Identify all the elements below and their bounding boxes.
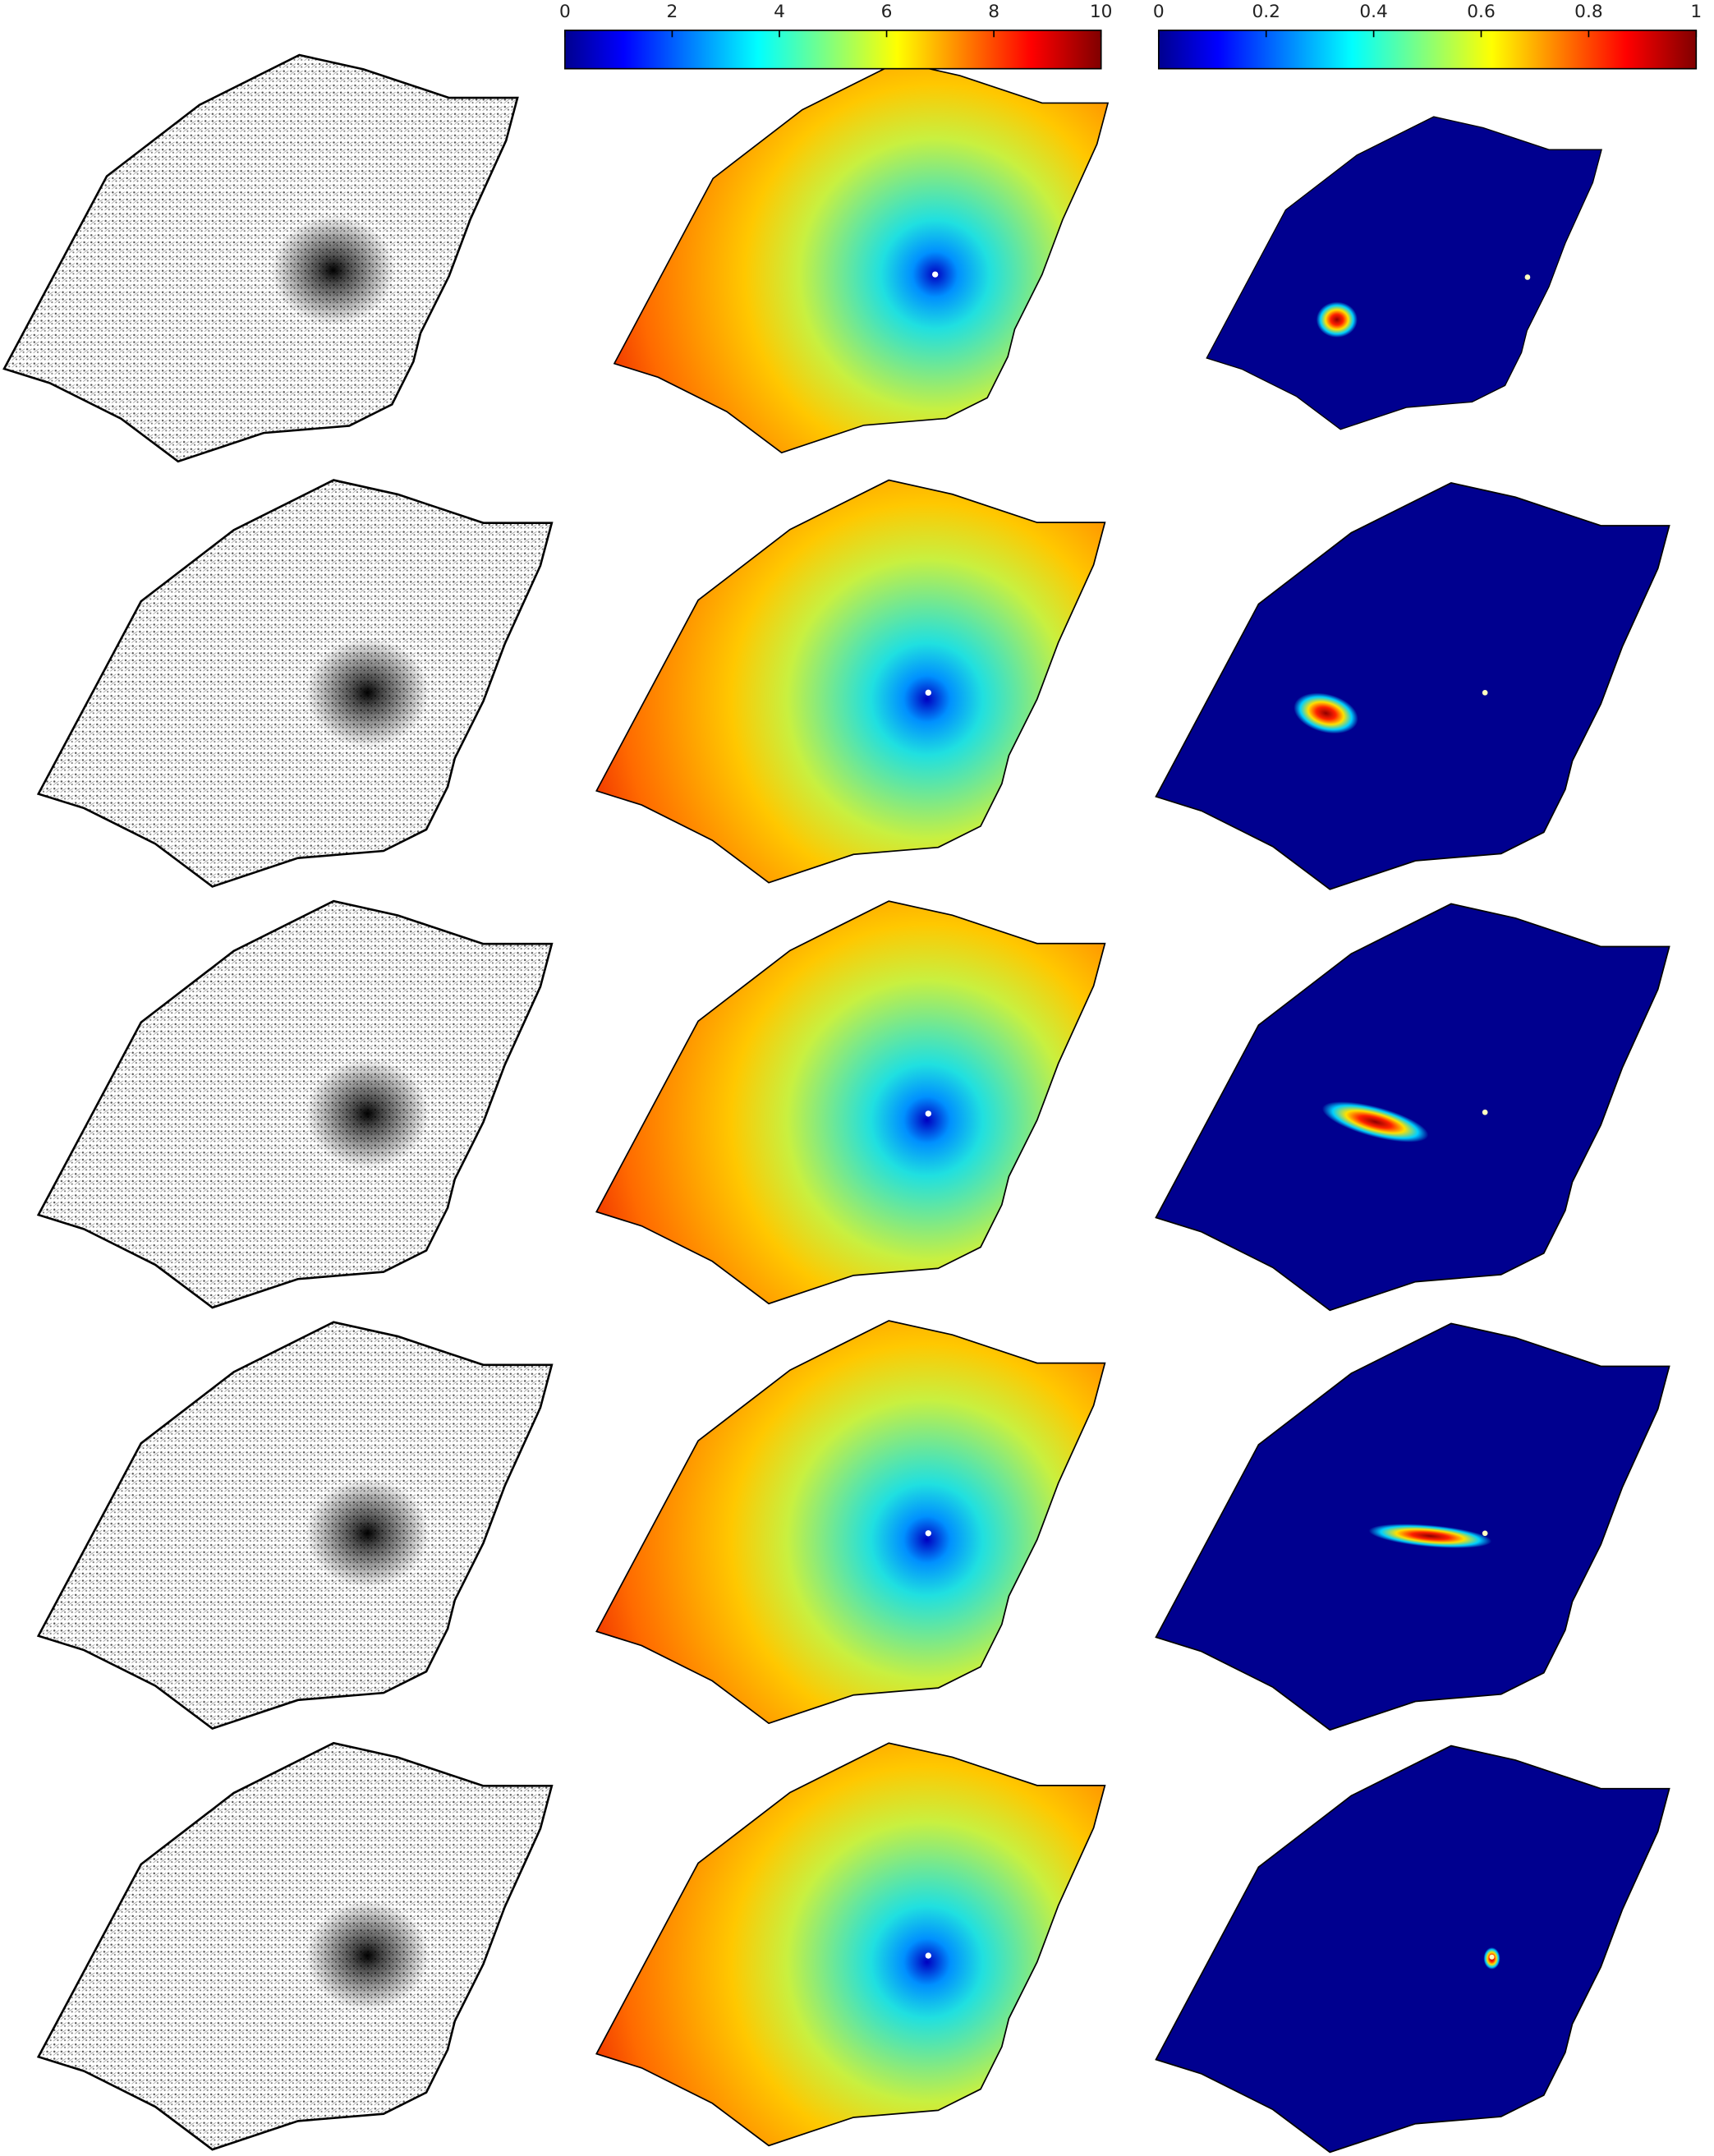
colorbar — [564, 30, 1102, 70]
mesh-panel — [37, 1321, 554, 1730]
source-point — [925, 1952, 931, 1959]
probability-blob — [1316, 301, 1358, 338]
source-point — [925, 1110, 931, 1117]
colorbar-tick-label: 10 — [1090, 2, 1113, 22]
mesh-column — [2, 53, 554, 2151]
probability-blob — [1294, 692, 1358, 734]
colorbar — [1157, 30, 1698, 70]
field-column — [595, 61, 1109, 2147]
mesh-refinement — [271, 215, 395, 325]
source-point — [1482, 690, 1488, 696]
source-point — [1489, 1954, 1495, 1960]
colorbar-tick-label: 0.2 — [1252, 2, 1280, 22]
mesh-refinement — [306, 1478, 430, 1588]
probability-blob — [1321, 1101, 1429, 1142]
mesh-panel — [37, 899, 554, 1309]
colorbar-tick-label: 0 — [1153, 2, 1165, 22]
probability-blob — [1368, 1524, 1492, 1548]
colorbar-tick-label: 6 — [881, 2, 893, 22]
mesh-panel — [37, 1741, 554, 2151]
field-panel — [613, 61, 1109, 453]
colorbar-tick-label: 8 — [988, 2, 999, 22]
source-point — [1482, 1530, 1488, 1537]
colorbar-tick-label: 0.4 — [1359, 2, 1388, 22]
source-point — [931, 271, 939, 278]
mesh-refinement — [306, 1901, 430, 2011]
mesh-panel — [2, 53, 519, 463]
colorbar-tick-label: 1 — [1690, 2, 1702, 22]
mesh-refinement — [306, 637, 430, 748]
colorbar-tick-label: 0.8 — [1574, 2, 1602, 22]
field-panel — [595, 479, 1106, 884]
colorbar-tick-label: 0.6 — [1467, 2, 1496, 22]
probability-panel — [1155, 482, 1670, 890]
source-point — [925, 689, 931, 696]
mesh-panel — [37, 479, 554, 888]
source-point — [925, 1530, 931, 1537]
probability-column — [1155, 116, 1670, 2154]
probability-panel — [1155, 903, 1670, 1312]
probability-panel — [1155, 1745, 1670, 2154]
colorbar-tick-label: 0 — [559, 2, 571, 22]
mesh-refinement — [306, 1059, 430, 1169]
field-panel — [595, 1742, 1106, 2147]
probability-panel — [1206, 116, 1602, 430]
colorbar-tick-label: 4 — [774, 2, 785, 22]
field-panel — [595, 1320, 1106, 1724]
field-panel — [595, 900, 1106, 1305]
source-point — [1482, 1109, 1488, 1115]
colorbar-tick-label: 2 — [667, 2, 678, 22]
source-point — [1524, 274, 1531, 280]
